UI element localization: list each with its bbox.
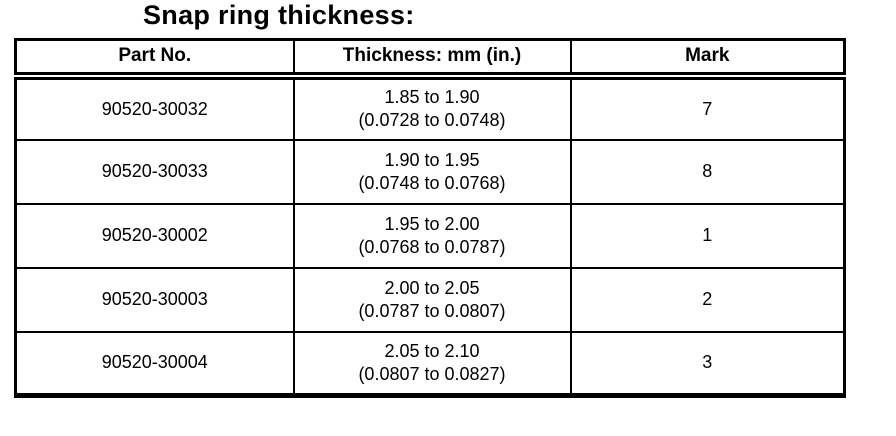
part-no-cell: 90520-30002: [14, 202, 295, 269]
mark-cell: 2: [569, 266, 846, 333]
thickness-in-value: (0.0748 to 0.0768): [358, 172, 506, 193]
thickness-cell: 2.00 to 2.05 (0.0787 to 0.0807): [292, 266, 572, 333]
thickness-mm-value: 2.05 to 2.10: [384, 340, 480, 361]
part-no-cell: 90520-30033: [14, 138, 295, 205]
table-row: 90520-30033 1.90 to 1.95 (0.0748 to 0.07…: [14, 138, 846, 205]
table-row: 90520-30003 2.00 to 2.05 (0.0787 to 0.08…: [14, 266, 846, 333]
column-header-part-no: Part No.: [14, 38, 295, 80]
header-row: Part No. Thickness: mm (in.) Mark: [14, 38, 846, 80]
thickness-in-value: (0.0728 to 0.0748): [358, 110, 506, 130]
table-header: Part No. Thickness: mm (in.) Mark: [14, 38, 846, 80]
table-row: 90520-30004 2.05 to 2.10 (0.0807 to 0.08…: [14, 330, 846, 397]
mark-cell: 3: [569, 330, 846, 397]
thickness-in-value: (0.0787 to 0.0807): [358, 300, 506, 321]
page-title: Snap ring thickness:: [143, 0, 415, 30]
thickness-cell: 1.90 to 1.95 (0.0748 to 0.0768): [292, 138, 572, 205]
table-body: 90520-30032 1.85 to 1.90 (0.0728 to 0.07…: [14, 74, 846, 397]
mark-cell: 8: [569, 138, 846, 205]
mark-cell: 7: [569, 74, 846, 141]
thickness-mm-value: 1.90 to 1.95: [384, 149, 480, 170]
thickness-mm-value: 2.00 to 2.05: [384, 277, 480, 298]
thickness-cell: 1.85 to 1.90 (0.0728 to 0.0748): [292, 74, 572, 141]
thickness-cell: 2.05 to 2.10 (0.0807 to 0.0827): [292, 330, 572, 397]
part-no-cell: 90520-30004: [14, 330, 295, 397]
snap-ring-thickness-table: Part No. Thickness: mm (in.) Mark 90520-…: [14, 38, 846, 398]
table-row: 90520-30032 1.85 to 1.90 (0.0728 to 0.07…: [14, 74, 846, 141]
part-no-cell: 90520-30003: [14, 266, 295, 333]
column-header-thickness: Thickness: mm (in.): [292, 38, 572, 80]
thickness-in-value: (0.0807 to 0.0827): [358, 363, 506, 384]
column-header-mark: Mark: [569, 38, 846, 80]
thickness-cell: 1.95 to 2.00 (0.0768 to 0.0787): [292, 202, 572, 269]
table-row: 90520-30002 1.95 to 2.00 (0.0768 to 0.07…: [14, 202, 846, 269]
thickness-mm-value: 1.85 to 1.90: [384, 87, 480, 107]
thickness-in-value: (0.0768 to 0.0787): [358, 236, 506, 257]
mark-cell: 1: [569, 202, 846, 269]
part-no-cell: 90520-30032: [14, 74, 295, 141]
thickness-mm-value: 1.95 to 2.00: [384, 213, 480, 234]
